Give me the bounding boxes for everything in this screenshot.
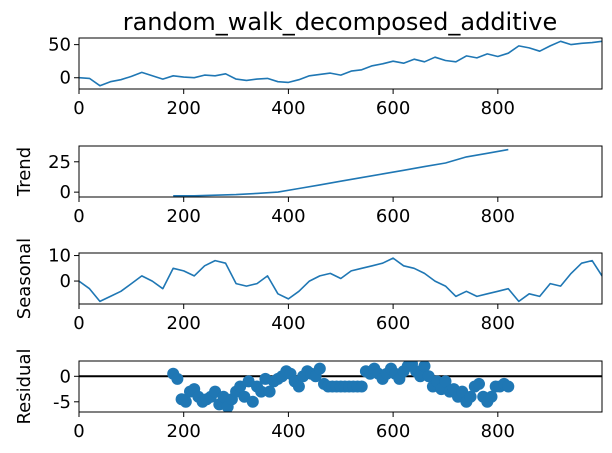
x-tick-label: 800 <box>481 313 515 334</box>
x-tick-label: 600 <box>376 421 410 442</box>
residual-axes-frame <box>78 360 603 413</box>
x-tick-label: 800 <box>481 98 515 119</box>
residual-point <box>439 375 452 388</box>
x-tick-label: 200 <box>167 421 201 442</box>
x-tick-label: 600 <box>376 206 410 227</box>
x-tick-label: 200 <box>167 206 201 227</box>
x-tick-label: 800 <box>481 421 515 442</box>
residual-point <box>292 380 305 393</box>
seasonal-panel: 0 200 400 600 800 0 10 Seasonal <box>14 238 603 334</box>
x-tick-label: 800 <box>481 206 515 227</box>
residual-point <box>355 380 368 393</box>
x-tick-label: 400 <box>271 206 305 227</box>
residual-point <box>485 390 498 403</box>
x-tick-label: 600 <box>376 98 410 119</box>
residual-point <box>246 395 259 408</box>
trend-axes-frame <box>78 145 603 198</box>
y-tick-label: 25 <box>48 152 71 173</box>
x-tick-label: 0 <box>73 313 84 334</box>
trend-ylabel: Trend <box>14 147 35 197</box>
y-tick-label: 0 <box>60 182 71 203</box>
seasonal-axes-frame <box>78 252 603 305</box>
y-tick-label: 0 <box>60 271 71 292</box>
residual-point <box>418 361 431 373</box>
residual-point <box>263 385 276 398</box>
seasonal-ylabel: Seasonal <box>14 238 35 319</box>
residual-point <box>179 395 192 408</box>
y-tick-label: 50 <box>48 35 71 56</box>
y-tick-label: 10 <box>48 246 71 267</box>
residual-point <box>414 370 427 383</box>
trend-series-line <box>173 148 509 197</box>
x-tick-label: 400 <box>271 421 305 442</box>
x-tick-label: 400 <box>271 98 305 119</box>
seasonal-series-line <box>79 257 602 303</box>
x-tick-label: 600 <box>376 313 410 334</box>
trend-panel: 0 200 400 600 800 0 25 Trend <box>14 145 603 227</box>
residual-point <box>473 377 485 390</box>
x-tick-label: 0 <box>73 206 84 227</box>
x-tick-label: 0 <box>73 98 84 119</box>
x-tick-label: 400 <box>271 313 305 334</box>
residual-point <box>313 362 326 375</box>
residual-point <box>464 390 477 403</box>
observed-series-line <box>79 40 602 87</box>
x-tick-label: 200 <box>167 98 201 119</box>
y-tick-label: 0 <box>60 68 71 89</box>
y-tick-label: -5 <box>53 392 71 413</box>
residual-point <box>502 380 515 393</box>
observed-axes-frame <box>78 37 603 90</box>
y-tick-label: 0 <box>60 366 71 387</box>
observed-panel: 0 200 400 600 800 0 50 <box>48 35 603 119</box>
residual-ylabel: Residual <box>14 348 35 424</box>
chart-title: random_walk_decomposed_additive <box>123 8 558 36</box>
x-tick-label: 0 <box>73 421 84 442</box>
residual-point <box>255 385 268 398</box>
residual-point <box>171 372 184 385</box>
x-tick-label: 200 <box>167 313 201 334</box>
